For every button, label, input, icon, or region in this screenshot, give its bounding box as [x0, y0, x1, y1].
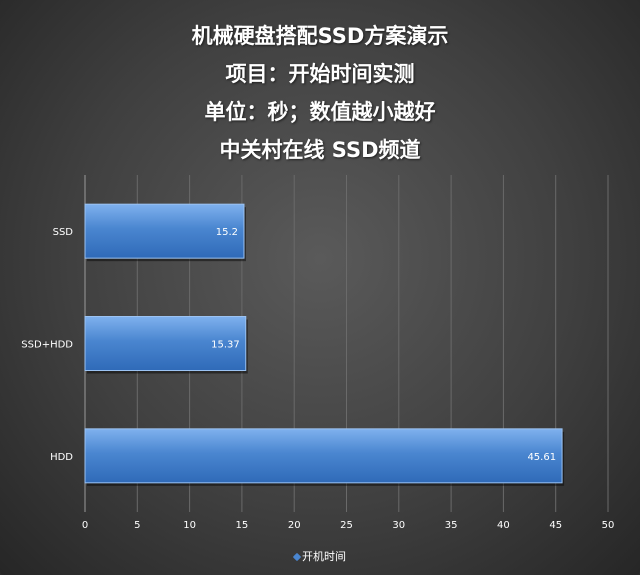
bar-data-label: 45.61: [527, 452, 556, 463]
legend-swatch-icon: [292, 552, 302, 562]
x-tick-label: 15: [236, 520, 249, 531]
x-tick-label: 35: [445, 520, 458, 531]
x-tick-label: 50: [602, 520, 615, 531]
bar: [84, 203, 245, 259]
category-label: SSD+HDD: [21, 340, 73, 351]
category-label: HDD: [50, 452, 73, 463]
x-tick-label: 40: [497, 520, 510, 531]
chart-title-line-4: 中关村在线 SSD频道: [219, 138, 421, 162]
chart-title-line-2: 项目：开始时间实测: [225, 62, 415, 86]
bars: [84, 203, 565, 486]
x-tick-label: 5: [134, 520, 140, 531]
x-tick-label: 25: [340, 520, 353, 531]
x-tick-label: 30: [392, 520, 405, 531]
chart-title-line-1: 机械硬盘搭配SSD方案演示: [191, 24, 449, 48]
x-tick-label: 0: [82, 520, 88, 531]
legend: 开机时间: [0, 548, 640, 564]
legend-label: 开机时间: [302, 550, 346, 563]
x-tick-label: 10: [183, 520, 196, 531]
x-tick-label: 20: [288, 520, 301, 531]
bar-data-label: 15.37: [211, 340, 240, 351]
bar: [84, 316, 247, 371]
x-tick-label: 45: [549, 520, 562, 531]
labels: 0 5 10 15 20 25 30 35 40 45 50 15.2 SSD 15.37 SSD+HDD 4…: [21, 227, 614, 531]
category-label: SSD: [53, 227, 74, 238]
bar-data-label: 15.2: [216, 227, 238, 238]
bar: [84, 428, 563, 484]
chart-title-line-3: 单位：秒；数值越小越好: [204, 100, 436, 124]
